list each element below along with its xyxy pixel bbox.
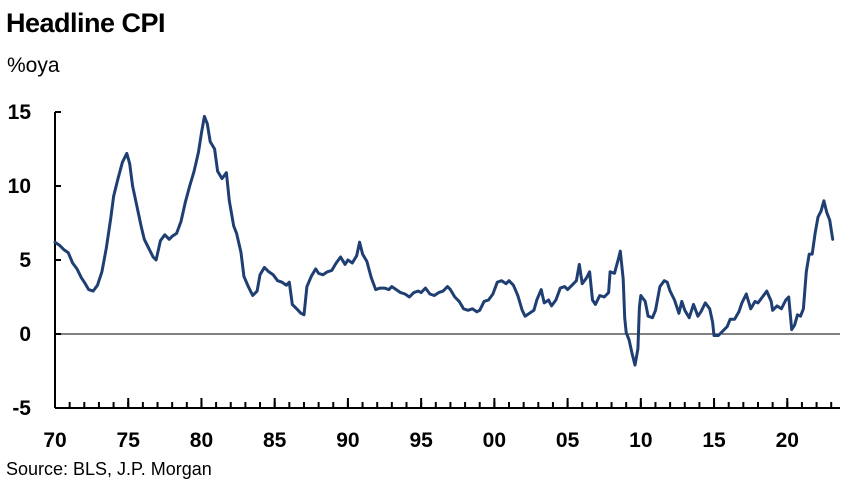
y-tick-label: -5	[12, 397, 31, 420]
y-axis-unit-label: %oya	[7, 54, 60, 77]
y-tick-label: 10	[8, 175, 31, 198]
y-tick-label: 15	[8, 101, 32, 124]
x-tick-label: 05	[556, 429, 580, 452]
x-tick-label: 90	[336, 429, 359, 452]
x-tick-label: 95	[409, 429, 433, 452]
x-tick-label: 20	[776, 429, 799, 452]
y-axis-ticks: -5 0 5 10 15	[8, 101, 61, 420]
chart-title: Headline CPI	[6, 8, 166, 38]
x-axis-ticks: 70 75 80 85 90 95 00 05 10 15 20	[43, 398, 833, 452]
series-line-0	[53, 114, 835, 367]
x-tick-label: 80	[190, 429, 213, 452]
x-tick-label: 75	[117, 429, 141, 452]
x-tick-label: 15	[702, 429, 726, 452]
chart-axes	[54, 112, 840, 409]
source-note: Source: BLS, J.P. Morgan	[6, 459, 212, 479]
x-tick-label: 85	[263, 429, 287, 452]
x-tick-label: 70	[43, 429, 66, 452]
x-tick-label: 00	[483, 429, 506, 452]
y-tick-label: 5	[19, 249, 31, 272]
x-tick-label: 10	[629, 429, 652, 452]
y-tick-label: 0	[19, 323, 31, 346]
chart-series	[53, 114, 835, 367]
